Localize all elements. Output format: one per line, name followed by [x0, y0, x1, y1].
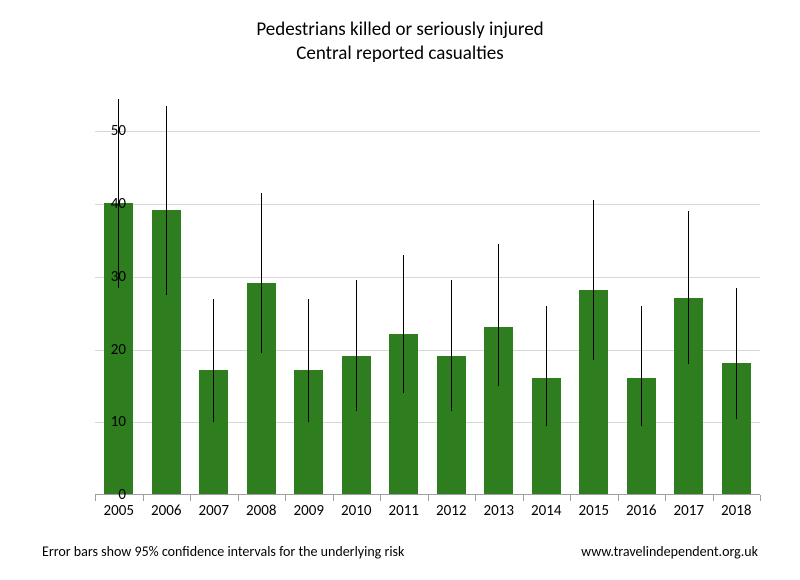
error-bar	[403, 255, 404, 393]
x-tick-label: 2009	[294, 502, 324, 520]
x-tick-mark	[333, 495, 334, 501]
x-tick-mark	[143, 495, 144, 501]
x-tick-mark	[618, 495, 619, 501]
x-tick-mark	[380, 495, 381, 501]
y-tick-label: 50	[111, 122, 126, 140]
error-bar	[261, 193, 262, 353]
x-tick-label: 2016	[626, 502, 656, 520]
x-tick-label: 2010	[341, 502, 371, 520]
chart-footer: Error bars show 95% confidence intervals…	[42, 543, 758, 560]
chart-title-line1: Pedestrians killed or seriously injured	[0, 18, 800, 42]
gridline	[95, 131, 760, 132]
x-tick-label: 2007	[199, 502, 229, 520]
error-bar	[688, 211, 689, 364]
x-tick-label: 2013	[484, 502, 514, 520]
error-bar	[593, 200, 594, 360]
x-tick-label: 2018	[721, 502, 751, 520]
gridline	[95, 422, 760, 423]
plot-area	[95, 95, 760, 495]
x-tick-label: 2006	[151, 502, 181, 520]
chart-title-line2: Central reported casualties	[0, 42, 800, 66]
y-tick-label: 30	[111, 268, 126, 286]
y-tick-label: 10	[111, 413, 126, 431]
x-tick-mark	[475, 495, 476, 501]
x-tick-label: 2005	[104, 502, 134, 520]
footer-note-right: www.travelindependent.org.uk	[581, 543, 758, 560]
gridline	[95, 277, 760, 278]
x-tick-label: 2011	[389, 502, 419, 520]
x-tick-label: 2017	[674, 502, 704, 520]
x-tick-label: 2012	[436, 502, 466, 520]
error-bar	[213, 299, 214, 423]
error-bar	[546, 306, 547, 426]
chart-title: Pedestrians killed or seriously injured …	[0, 18, 800, 66]
error-bar	[356, 280, 357, 411]
error-bar	[166, 106, 167, 295]
x-tick-mark	[95, 495, 96, 501]
x-tick-mark	[665, 495, 666, 501]
chart-container: Pedestrians killed or seriously injured …	[0, 0, 800, 580]
x-tick-mark	[760, 495, 761, 501]
x-tick-label: 2015	[579, 502, 609, 520]
x-tick-mark	[713, 495, 714, 501]
error-bar	[498, 244, 499, 386]
y-tick-label: 20	[111, 341, 126, 359]
error-bar	[451, 280, 452, 411]
gridline	[95, 204, 760, 205]
y-tick-label: 40	[111, 195, 126, 213]
x-tick-mark	[190, 495, 191, 501]
error-bar	[641, 306, 642, 426]
error-bar	[308, 299, 309, 423]
x-tick-mark	[523, 495, 524, 501]
footer-note-left: Error bars show 95% confidence intervals…	[42, 543, 404, 560]
x-tick-mark	[238, 495, 239, 501]
x-tick-mark	[570, 495, 571, 501]
gridline	[95, 350, 760, 351]
error-bar	[736, 288, 737, 419]
x-tick-mark	[428, 495, 429, 501]
x-tick-label: 2014	[531, 502, 561, 520]
x-tick-mark	[285, 495, 286, 501]
x-tick-label: 2008	[246, 502, 276, 520]
